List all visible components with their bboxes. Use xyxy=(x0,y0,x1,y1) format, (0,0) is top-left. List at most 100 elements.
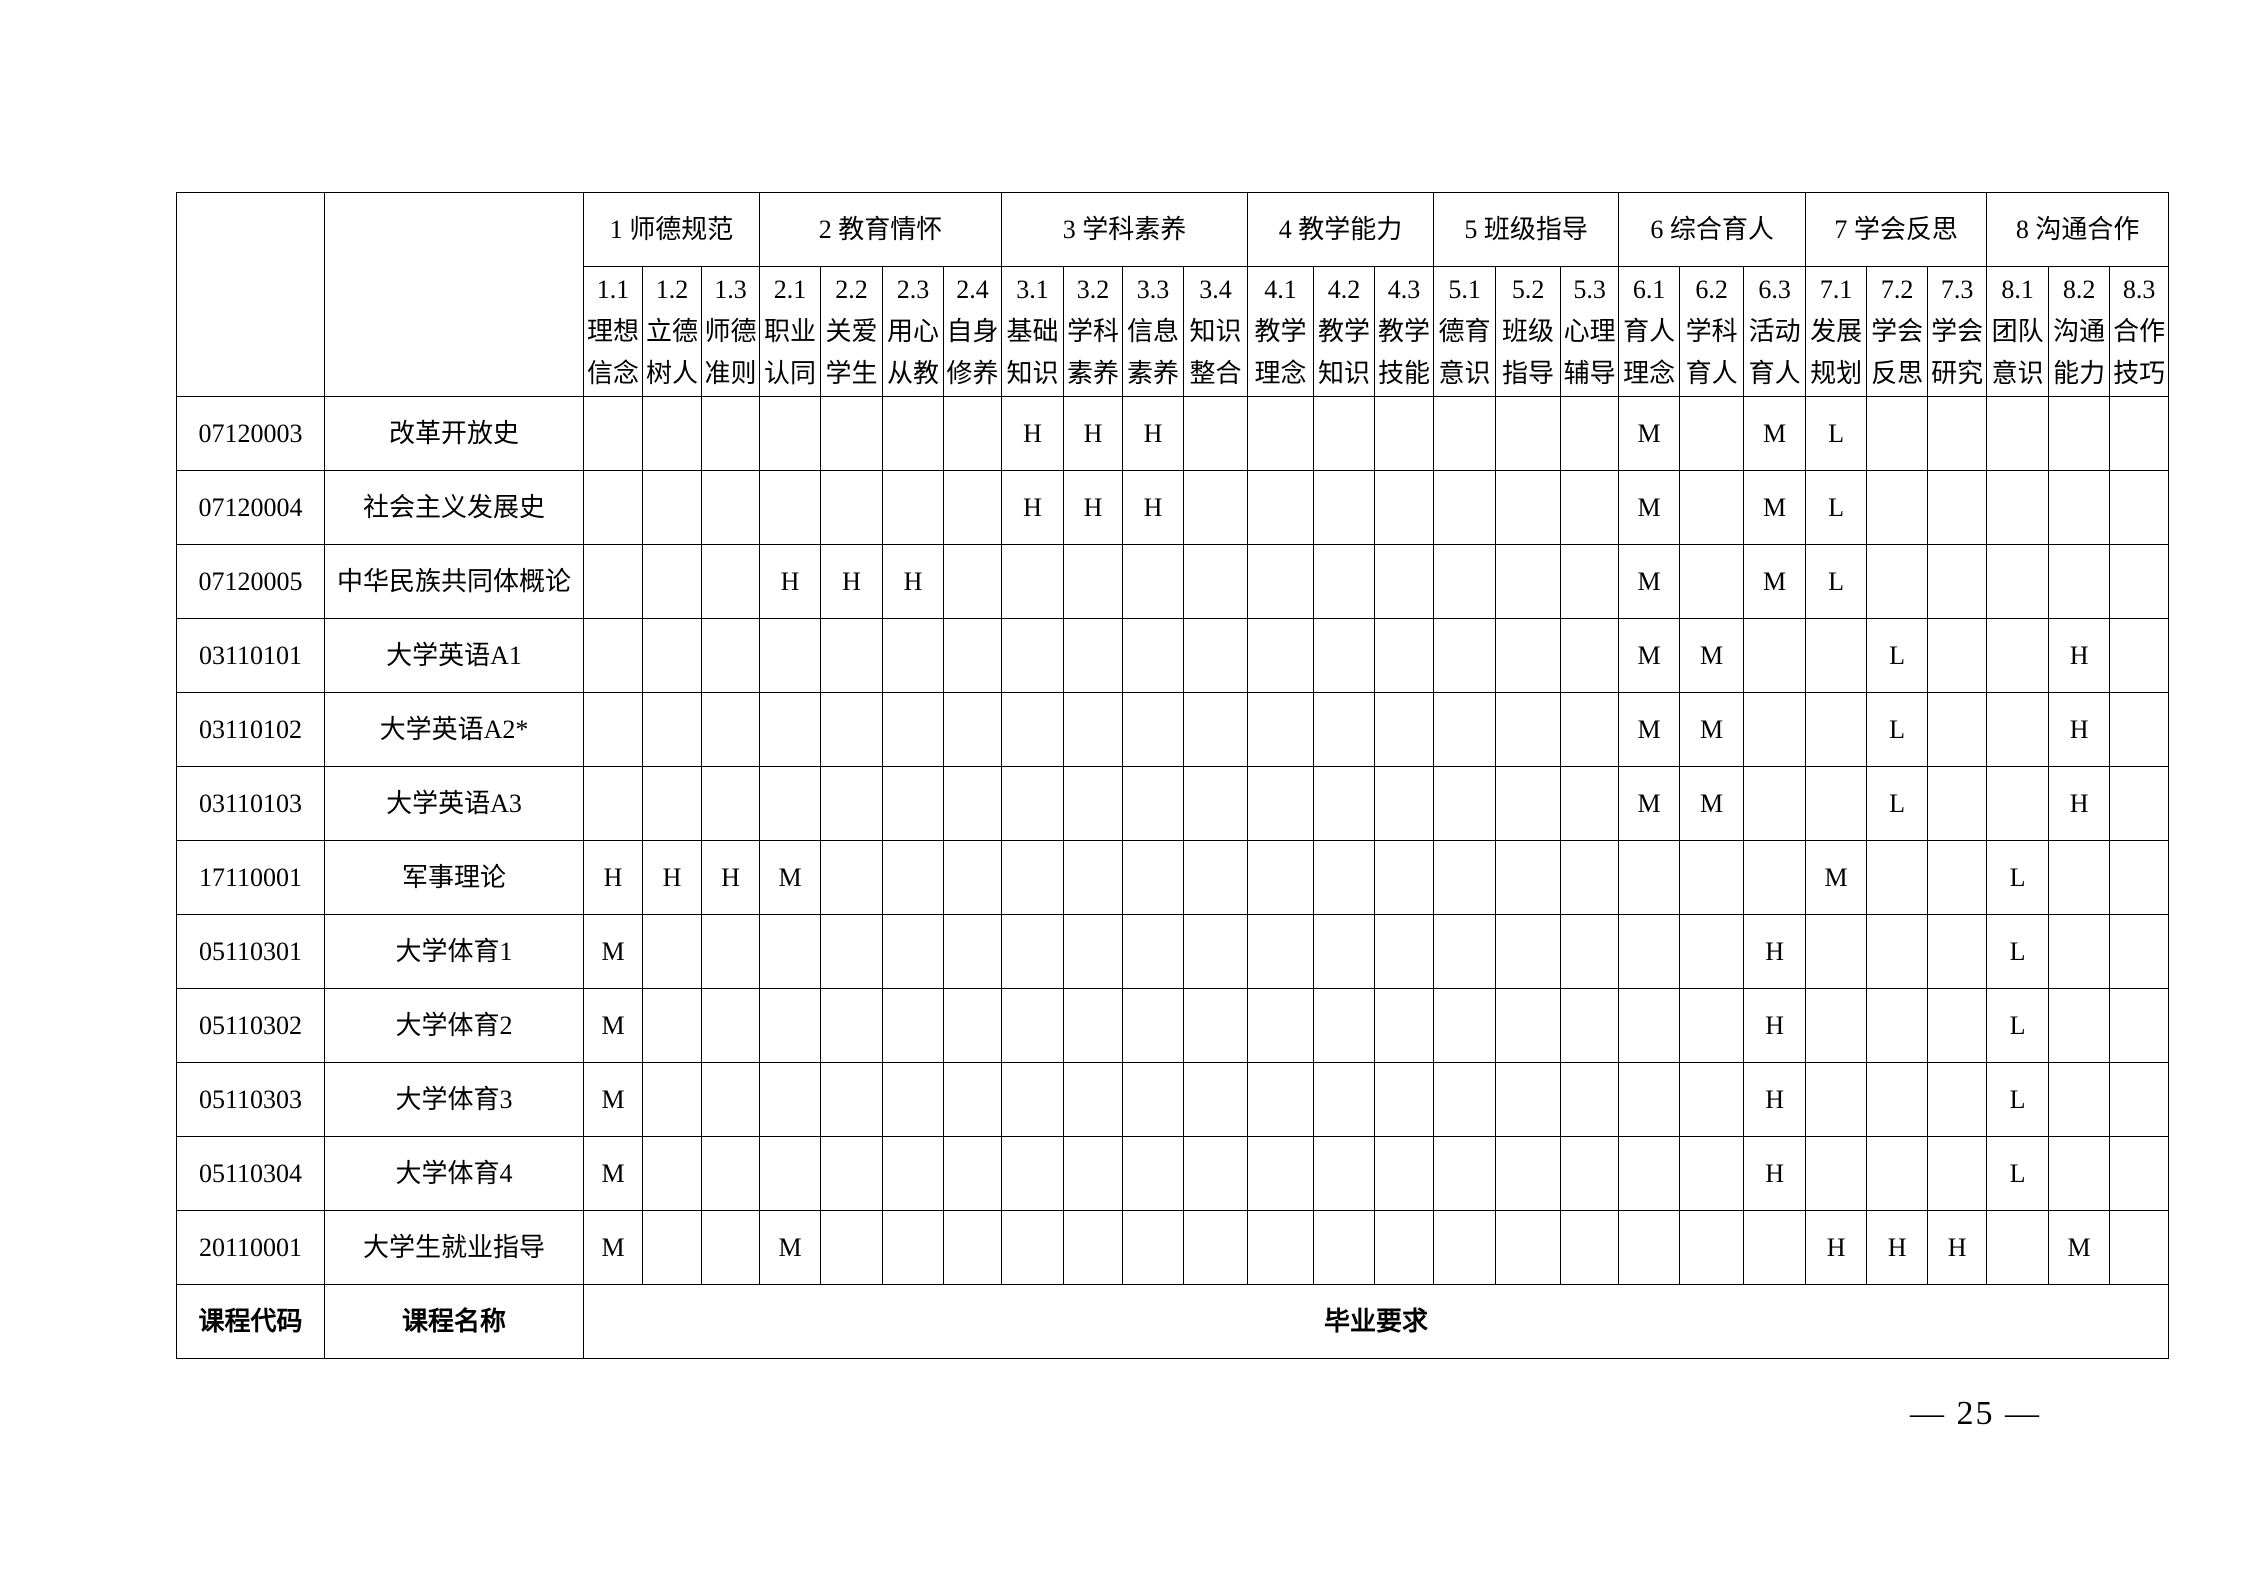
sub-header-num: 8.2 xyxy=(2062,274,2096,304)
support-level-cell xyxy=(700,1062,761,1137)
sub-header-num: 8.1 xyxy=(2001,274,2034,304)
support-level-cell xyxy=(1805,1136,1868,1211)
support-level-cell xyxy=(1183,396,1249,471)
support-level-cell xyxy=(1183,692,1249,767)
sub-header-l1: 班级 xyxy=(1502,316,1555,346)
sub-header-l2: 规划 xyxy=(1810,358,1863,388)
sub-header-num: 7.1 xyxy=(1819,274,1853,304)
support-level-cell xyxy=(1866,1136,1929,1211)
support-level-cell xyxy=(1560,914,1620,989)
support-level-cell xyxy=(1618,988,1681,1063)
support-level-cell xyxy=(642,618,702,693)
course-code: 03110102 xyxy=(176,692,325,767)
support-level-cell xyxy=(1986,618,2050,693)
support-level-cell xyxy=(1560,544,1620,619)
support-level-cell xyxy=(759,766,822,841)
support-level-cell: M xyxy=(1618,618,1681,693)
blank-header-cell xyxy=(176,192,325,397)
support-level-cell: H xyxy=(1063,396,1124,471)
support-level-cell: M xyxy=(583,914,643,989)
support-level-cell xyxy=(2109,396,2170,471)
table-row: 03110103 大学英语A3 M M L H xyxy=(176,766,2170,841)
sub-header-l1: 发展 xyxy=(1810,316,1863,346)
support-level-cell xyxy=(882,840,945,915)
sub-header-l2: 育人 xyxy=(1685,358,1738,388)
sub-header-num: 4.2 xyxy=(1327,274,1361,304)
sub-header-l1: 教学 xyxy=(1318,316,1371,346)
support-level-cell xyxy=(1743,692,1807,767)
support-level-cell xyxy=(1001,988,1065,1063)
support-level-cell: H xyxy=(820,544,884,619)
support-level-cell xyxy=(1805,618,1868,693)
sub-header-num: 2.1 xyxy=(773,274,807,304)
sub-requirement-header: 4.1 教学 理念 xyxy=(1247,266,1315,397)
support-level-cell: M xyxy=(1679,618,1745,693)
support-level-cell xyxy=(1743,840,1807,915)
table-row: 17110001 军事理论 H H H M M L xyxy=(176,840,2170,915)
support-level-cell xyxy=(2048,1062,2111,1137)
support-level-cell xyxy=(1063,840,1124,915)
support-level-cell: M xyxy=(1618,470,1681,545)
support-level-cell xyxy=(1495,1062,1562,1137)
sub-header-l2: 树人 xyxy=(645,358,698,388)
sub-requirement-header: 1.3 师德 准则 xyxy=(700,266,761,397)
sub-header-l1: 学会 xyxy=(1871,316,1924,346)
sub-header-l1: 信息 xyxy=(1127,316,1180,346)
support-level-cell xyxy=(1986,1210,2050,1285)
sub-header-num: 6.2 xyxy=(1695,274,1728,304)
support-level-cell xyxy=(1927,1136,1988,1211)
sub-header-l1: 立德 xyxy=(645,316,698,346)
support-level-cell xyxy=(1122,692,1185,767)
support-level-cell xyxy=(820,1136,884,1211)
support-level-cell xyxy=(1805,914,1868,989)
sub-header-l2: 指导 xyxy=(1502,358,1555,388)
support-level-cell xyxy=(642,766,702,841)
course-code: 05110301 xyxy=(176,914,325,989)
support-level-cell: H xyxy=(1001,470,1065,545)
sub-header-num: 5.1 xyxy=(1448,274,1481,304)
support-level-cell xyxy=(882,692,945,767)
support-level-cell xyxy=(1495,396,1562,471)
support-level-cell xyxy=(1313,692,1376,767)
support-level-cell xyxy=(1122,1136,1185,1211)
sub-header-num: 8.3 xyxy=(2122,274,2156,304)
table-row: 05110303 大学体育3 M H L xyxy=(176,1062,2170,1137)
support-level-cell: M xyxy=(1743,470,1807,545)
course-code-label: 课程代码 xyxy=(176,1284,325,1359)
support-level-cell: M xyxy=(2048,1210,2111,1285)
support-level-cell xyxy=(1001,692,1065,767)
support-level-cell xyxy=(1374,692,1435,767)
support-level-cell: M xyxy=(583,988,643,1063)
support-level-cell xyxy=(2048,470,2111,545)
support-level-cell xyxy=(820,766,884,841)
sub-header-num: 1.1 xyxy=(596,274,630,304)
support-level-cell xyxy=(1986,766,2050,841)
support-level-cell xyxy=(1866,544,1929,619)
sub-header-num: 3.2 xyxy=(1076,274,1110,304)
support-level-cell xyxy=(1374,988,1435,1063)
support-level-cell xyxy=(1063,766,1124,841)
support-level-cell xyxy=(642,396,702,471)
sub-header-num: 2.3 xyxy=(896,274,930,304)
support-level-cell xyxy=(1122,840,1185,915)
sub-header-num: 3.4 xyxy=(1199,274,1232,304)
group-header: 3 学科素养 xyxy=(1001,192,1249,267)
sub-header-row: 1.1 理想 信念 1.2 立德 树人 1.3 师德 准则 2.1 职业 认同 2.2 关爱 学生 2.3 用心… xyxy=(177,266,2170,397)
support-level-cell xyxy=(1927,840,1988,915)
support-level-cell xyxy=(1618,914,1681,989)
support-level-cell xyxy=(1495,766,1562,841)
support-level-cell xyxy=(1063,1136,1124,1211)
support-level-cell xyxy=(1927,396,1988,471)
support-level-cell xyxy=(882,914,945,989)
support-level-cell xyxy=(1679,470,1745,545)
sub-header-num: 3.3 xyxy=(1136,274,1170,304)
support-level-cell xyxy=(1433,1210,1497,1285)
course-name: 大学体育2 xyxy=(324,988,584,1063)
group-header: 8 沟通合作 xyxy=(1986,192,2170,267)
group-header: 1 师德规范 xyxy=(582,192,761,267)
support-level-cell: M xyxy=(1743,544,1807,619)
support-level-cell xyxy=(1122,618,1185,693)
support-level-cell xyxy=(1679,544,1745,619)
support-level-cell xyxy=(1374,840,1435,915)
support-level-cell: M xyxy=(759,840,822,915)
